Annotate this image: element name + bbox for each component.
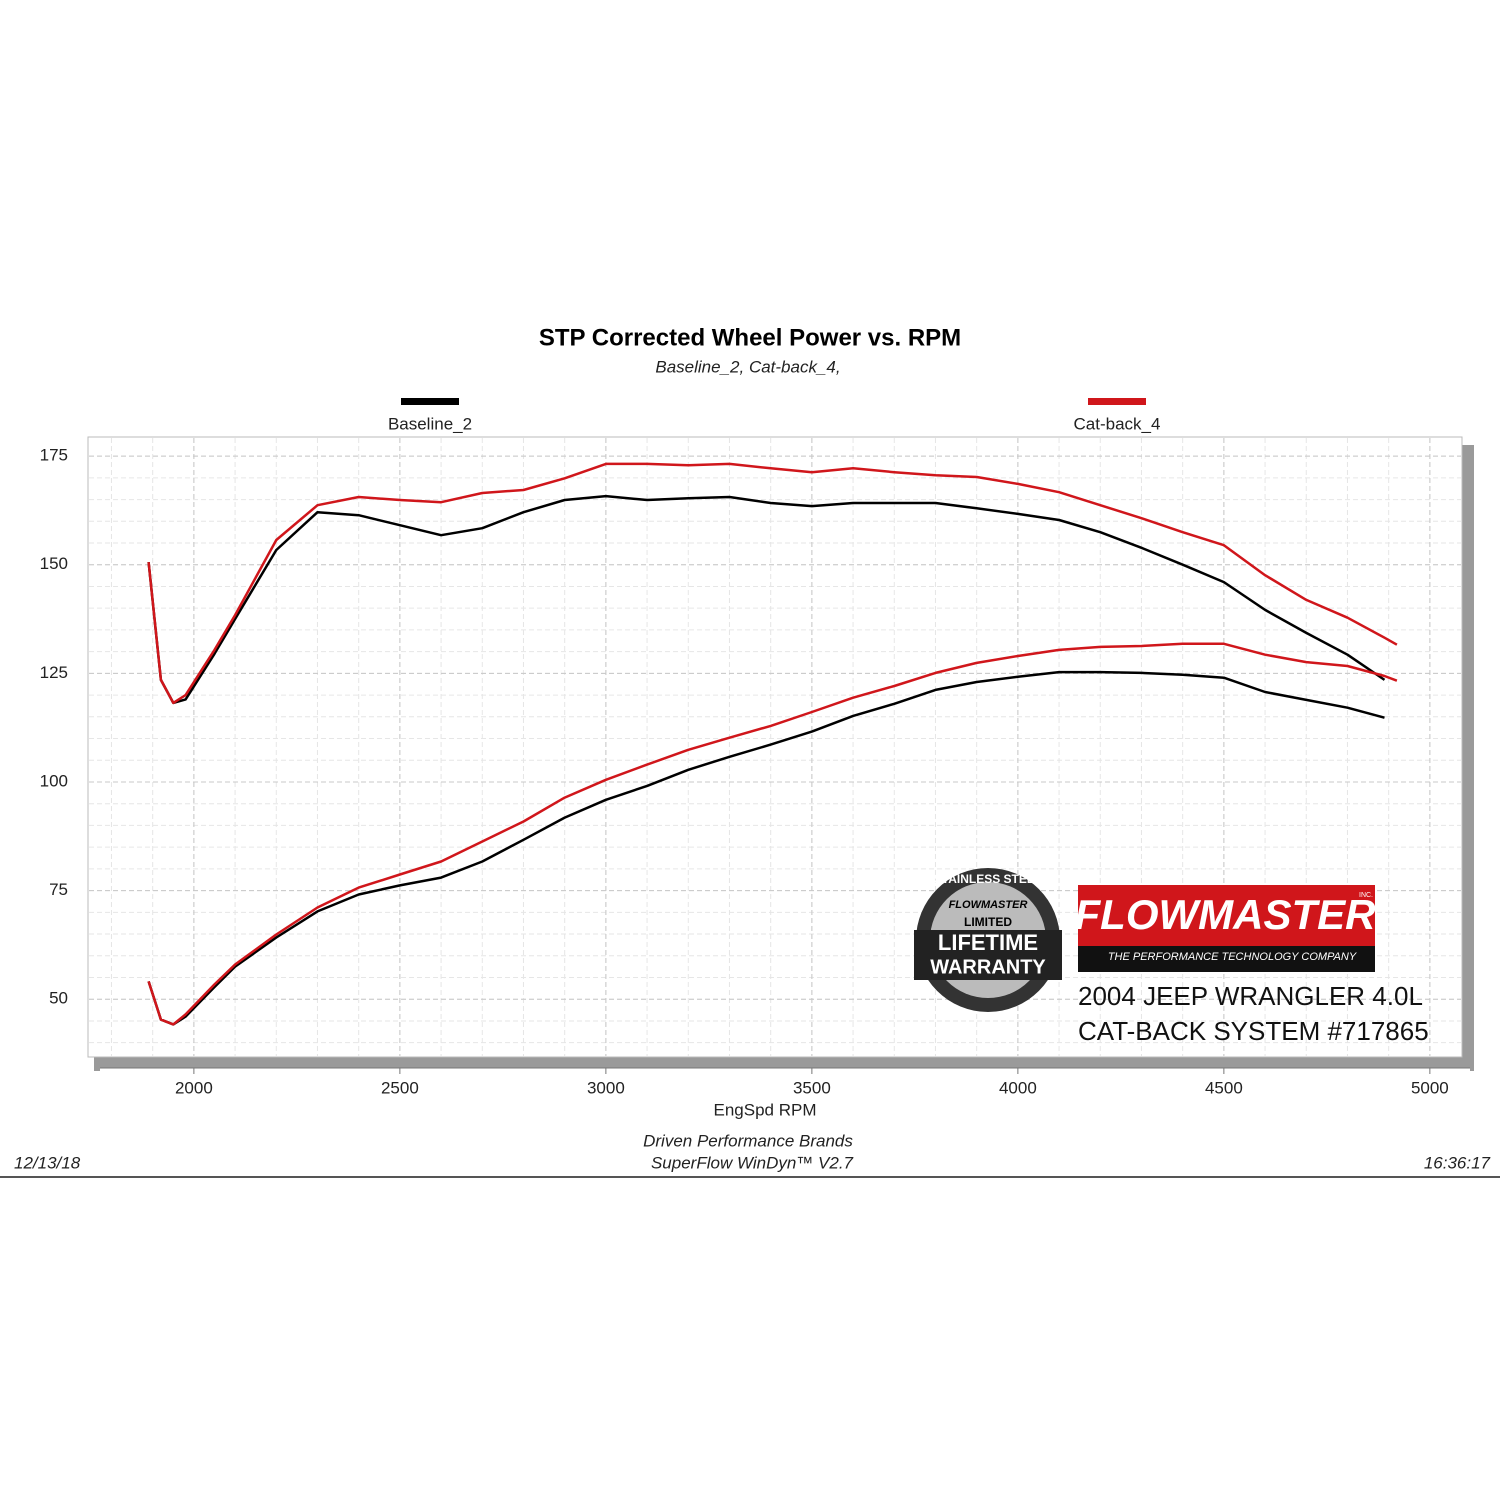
- y-tick-label: 100: [40, 771, 68, 790]
- logo-tagline: THE PERFORMANCE TECHNOLOGY COMPANY: [1108, 951, 1357, 963]
- legend-label: Baseline_2: [388, 414, 472, 433]
- series-line: [147, 462, 1398, 705]
- y-tick-label: 50: [49, 989, 68, 1008]
- y-tick-label: 150: [40, 554, 68, 573]
- footer-software: SuperFlow WinDyn™ V2.7: [651, 1153, 854, 1172]
- caption-line: 2004 JEEP WRANGLER 4.0L: [1078, 981, 1423, 1011]
- x-axis-label: EngSpd RPM: [714, 1100, 817, 1119]
- x-tick-label: 4000: [999, 1078, 1037, 1097]
- legend-swatch: [401, 398, 459, 405]
- footer-company: Driven Performance Brands: [643, 1131, 853, 1150]
- x-tick-label: 3000: [587, 1078, 625, 1097]
- legend-swatch: [1088, 398, 1146, 405]
- footer-time: 16:36:17: [1424, 1153, 1491, 1172]
- logo-name: FLOWMASTER: [1075, 891, 1377, 938]
- x-tick-label: 4500: [1205, 1078, 1243, 1097]
- footer-date: 12/13/18: [14, 1153, 81, 1172]
- logo-strip: [1078, 946, 1375, 972]
- badge-line2: WARRANTY: [930, 956, 1046, 978]
- x-tick-label: 2000: [175, 1078, 213, 1097]
- logo-inc: INC.: [1359, 892, 1373, 899]
- series-line: [147, 642, 1398, 1026]
- series-line: [147, 494, 1386, 705]
- x-tick-label: 5000: [1411, 1078, 1449, 1097]
- x-tick-label: 2500: [381, 1078, 419, 1097]
- badge-band: [914, 930, 1062, 980]
- chart-subtitle: Baseline_2, Cat-back_4,: [655, 357, 840, 376]
- flowmaster-logo: FLOWMASTER INC. THE PERFORMANCE TECHNOLO…: [1075, 885, 1377, 972]
- x-axis-band: [100, 1068, 1470, 1098]
- badge-limited: LIMITED: [964, 915, 1012, 929]
- chart-title: STP Corrected Wheel Power vs. RPM: [539, 324, 961, 351]
- badge-brand: FLOWMASTER: [949, 899, 1028, 911]
- y-tick-label: 175: [40, 446, 68, 465]
- series-line: [147, 670, 1385, 1026]
- y-tick-label: 125: [40, 663, 68, 682]
- badge-arc: STAINLESS STEEL: [934, 872, 1042, 886]
- x-tick-label: 3500: [793, 1078, 831, 1097]
- y-tick-label: 75: [49, 880, 68, 899]
- badge-line1: LIFETIME: [938, 930, 1038, 955]
- caption-line: CAT-BACK SYSTEM #717865: [1078, 1016, 1429, 1046]
- warranty-badge: STAINLESS STEEL FLOWMASTER LIMITED LIFET…: [914, 868, 1062, 1012]
- legend-label: Cat-back_4: [1074, 414, 1161, 433]
